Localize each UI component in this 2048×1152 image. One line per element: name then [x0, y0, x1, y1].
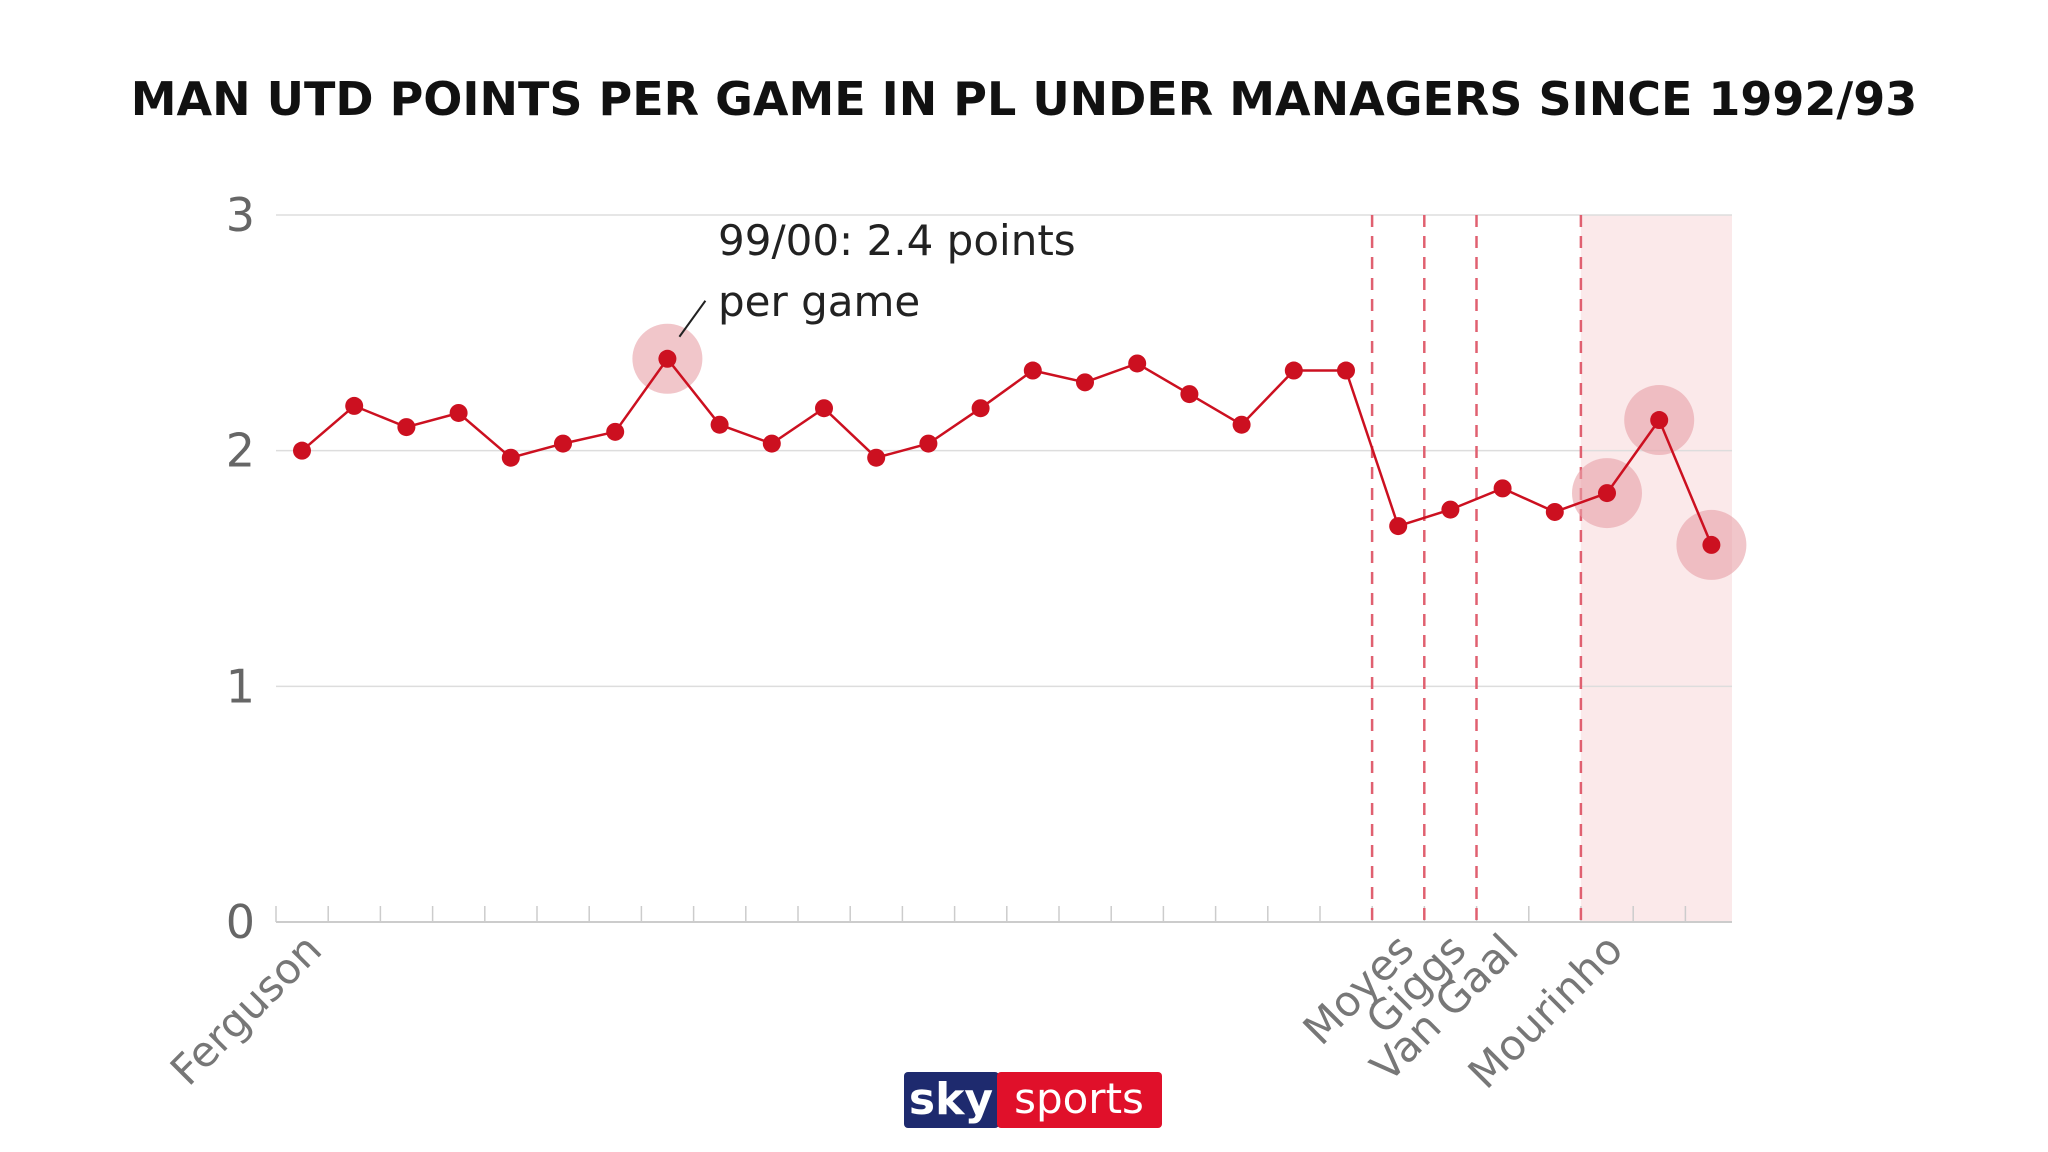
logo-dark-panel [904, 1072, 999, 1128]
data-point [293, 441, 311, 460]
data-point [1180, 385, 1199, 404]
sky-sports-logo: sky sports [904, 1072, 1162, 1128]
logo-text-sports: sports [1014, 1074, 1144, 1123]
series-line-layer [301, 356, 1713, 546]
data-point [1128, 354, 1147, 373]
data-point [1650, 411, 1669, 430]
data-point [971, 399, 990, 418]
series-line [301, 356, 1713, 546]
data-point [919, 434, 938, 453]
data-point [1284, 361, 1303, 380]
x-axis [275, 906, 1732, 923]
data-point [606, 422, 625, 441]
y-tick-label: 2 [226, 424, 255, 478]
data-point [1598, 484, 1616, 503]
gridlines [276, 214, 1732, 688]
annotation: 99/00: 2.4 points per game [678, 216, 1076, 338]
logo-red-panel [997, 1072, 1162, 1128]
y-tick-label: 1 [226, 659, 255, 713]
data-point [815, 399, 833, 418]
data-point [1337, 361, 1355, 380]
manager-dividers [1370, 215, 1583, 922]
data-point [710, 415, 729, 434]
data-point [1493, 479, 1512, 498]
data-point [762, 434, 781, 453]
data-point [1232, 415, 1251, 434]
data-points [293, 349, 1721, 554]
y-tick-labels: 0 1 2 3 [226, 188, 255, 949]
data-point [1702, 535, 1721, 554]
manager-label: Ferguson [161, 924, 331, 1094]
data-point [397, 418, 416, 437]
data-point [1441, 500, 1460, 519]
logo-text-sky: sky [909, 1074, 993, 1125]
data-point [501, 448, 520, 467]
data-point [345, 396, 364, 415]
data-point [1076, 373, 1094, 392]
data-point [449, 403, 468, 422]
chart-title: MAN UTD POINTS PER GAME IN PL UNDER MANA… [131, 72, 1917, 126]
data-point [1023, 361, 1042, 380]
y-tick-label: 3 [226, 188, 255, 242]
highlight-halos [632, 323, 1747, 580]
data-point [554, 434, 572, 453]
annotation-text-line2: per game [718, 277, 920, 326]
data-point [1389, 517, 1408, 536]
data-point [1545, 502, 1564, 521]
annotation-text-line1: 99/00: 2.4 points [718, 216, 1076, 265]
annotation-leader-line [678, 300, 707, 338]
y-tick-label: 0 [226, 895, 255, 949]
data-point [867, 448, 886, 467]
data-point [658, 349, 677, 368]
